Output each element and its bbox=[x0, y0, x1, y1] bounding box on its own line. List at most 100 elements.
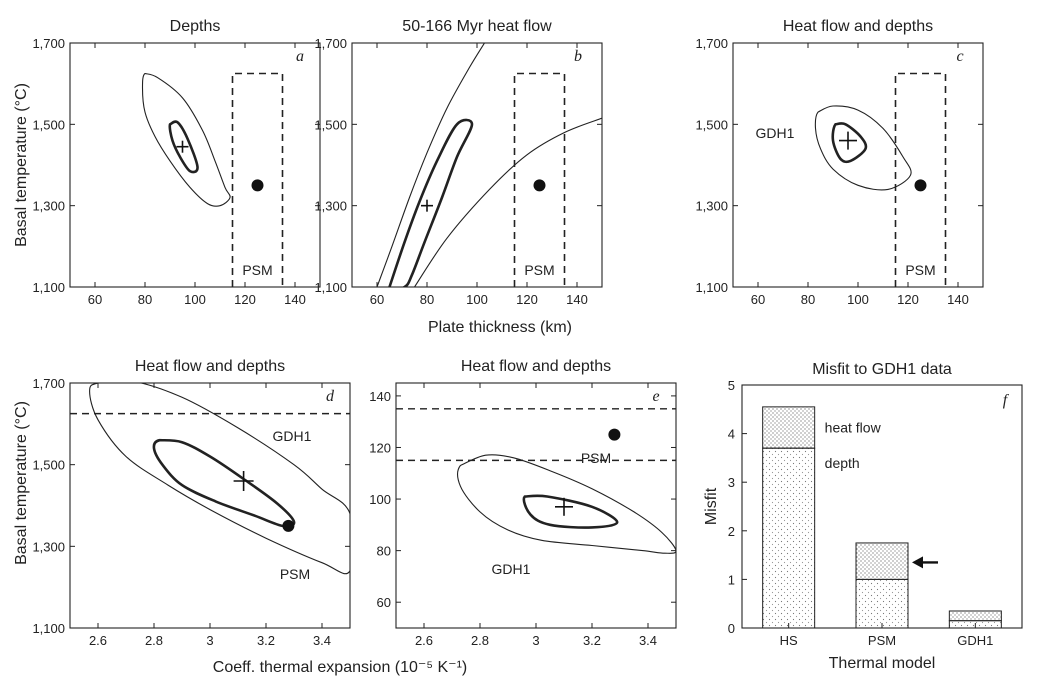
psm-label: PSM bbox=[581, 450, 611, 466]
y-tick-label: 4 bbox=[728, 427, 735, 442]
y-tick-label: 1,100 bbox=[32, 621, 65, 636]
x-tick-label: GDH1 bbox=[957, 633, 993, 648]
x-tick-label: HS bbox=[780, 633, 798, 648]
contour-outer bbox=[89, 383, 350, 575]
bar-depth-psm bbox=[855, 578, 909, 629]
panel-title: Heat flow and depths bbox=[783, 18, 933, 35]
y-tick-label: 60 bbox=[377, 595, 391, 610]
contour-outer-right bbox=[414, 117, 602, 287]
y-tick-label: 1,100 bbox=[32, 280, 65, 295]
arrow-head bbox=[912, 556, 923, 569]
y-tick-label: 3 bbox=[728, 475, 735, 490]
x-tick-label: 60 bbox=[751, 292, 765, 307]
panel-a: 60 80 100 120 140 1,100 1,300 1,500 1,700 Depths a… bbox=[32, 18, 321, 307]
xlabel-plate-thickness: Plate thickness (km) bbox=[428, 319, 572, 336]
contour-inner bbox=[168, 120, 199, 174]
gdh1-label: GDH1 bbox=[756, 125, 795, 141]
psm-point bbox=[251, 179, 264, 192]
psm-box-label: PSM bbox=[524, 262, 554, 278]
x-tick-label: 3.4 bbox=[639, 633, 657, 648]
legend-heat-flow: heat flow bbox=[825, 420, 882, 436]
gdh1-label: GDH1 bbox=[492, 561, 531, 577]
legend-depth: depth bbox=[825, 455, 860, 471]
x-tick-label: 140 bbox=[284, 292, 306, 307]
y-tick-label: 1,700 bbox=[314, 36, 347, 51]
contours bbox=[376, 43, 602, 287]
x-tick-label: 2.6 bbox=[89, 633, 107, 648]
contour-inner bbox=[831, 122, 868, 164]
x-tick-label: 120 bbox=[516, 292, 538, 307]
gdh1-label: GDH1 bbox=[273, 428, 312, 444]
y-tick-label: 140 bbox=[369, 389, 391, 404]
panel-letter: c bbox=[956, 48, 963, 65]
x-tick-label: 3.4 bbox=[313, 633, 331, 648]
plot-frame-d bbox=[69, 382, 351, 629]
panel-letter: d bbox=[326, 388, 335, 405]
panel-letter: b bbox=[574, 48, 582, 65]
psm-point bbox=[282, 519, 295, 532]
y-tick-label: 1,700 bbox=[32, 36, 65, 51]
y-tick-label: 1,700 bbox=[695, 36, 728, 51]
panel-title: Heat flow and depths bbox=[135, 358, 285, 375]
x-tick-label: 80 bbox=[420, 292, 434, 307]
ylabel-bottom: Basal temperature (°C) bbox=[13, 401, 30, 565]
x-tick-label: 120 bbox=[234, 292, 256, 307]
panel-d: 2.6 2.8 3 3.2 3.4 1,100 1,300 1,500 1,700 Heat fl… bbox=[32, 358, 351, 648]
y-tick-label: 1,300 bbox=[695, 199, 728, 214]
x-tick-label: 2.6 bbox=[415, 633, 433, 648]
psm-point bbox=[533, 179, 546, 192]
bar-depth-hs bbox=[762, 447, 816, 629]
y-axis-label: Misfit bbox=[703, 487, 720, 525]
y-tick-label: 2 bbox=[728, 524, 735, 539]
psm-point bbox=[608, 428, 621, 441]
x-tick-label: 2.8 bbox=[471, 633, 489, 648]
ylabel-top: Basal temperature (°C) bbox=[13, 83, 30, 247]
x-tick-label: 2.8 bbox=[145, 633, 163, 648]
x-tick-label: 100 bbox=[847, 292, 869, 307]
contours bbox=[141, 72, 231, 207]
x-tick-label: PSM bbox=[868, 633, 896, 648]
y-tick-label: 0 bbox=[728, 621, 735, 636]
x-tick-label: 80 bbox=[801, 292, 815, 307]
x-tick-label: 3 bbox=[532, 633, 539, 648]
x-tick-label: 3.2 bbox=[583, 633, 601, 648]
panel-c: 60 80 100 120 140 1,100 1,300 1,500 1,700 Heat fl… bbox=[695, 18, 984, 307]
x-tick-label: 100 bbox=[466, 292, 488, 307]
y-tick-label: 1,300 bbox=[32, 539, 65, 554]
panel-f: 0 1 2 3 4 5 Misfit to GDH1 data f Misfit Thermal … bbox=[703, 361, 1023, 672]
contours bbox=[457, 454, 676, 554]
psm-box-label: PSM bbox=[242, 262, 272, 278]
panel-title: 50-166 Myr heat flow bbox=[402, 18, 552, 35]
y-tick-label: 1,300 bbox=[314, 199, 347, 214]
x-tick-label: 120 bbox=[897, 292, 919, 307]
y-tick-label: 1,300 bbox=[32, 199, 65, 214]
x-tick-label: 60 bbox=[370, 292, 384, 307]
y-tick-label: 1,700 bbox=[32, 376, 65, 391]
y-tick-label: 1,500 bbox=[32, 117, 65, 132]
contours bbox=[89, 383, 350, 575]
psm-point bbox=[914, 179, 927, 192]
contour-inner bbox=[152, 438, 296, 528]
contour-outer bbox=[457, 454, 676, 554]
panel-letter: a bbox=[296, 48, 304, 65]
y-tick-label: 1,100 bbox=[695, 280, 728, 295]
y-tick-label: 1,500 bbox=[314, 117, 347, 132]
y-tick-label: 5 bbox=[728, 378, 735, 393]
panel-title: Heat flow and depths bbox=[461, 358, 611, 375]
bar-heat-flow-hs bbox=[762, 406, 816, 449]
contour-outer bbox=[141, 72, 231, 207]
y-tick-label: 1 bbox=[728, 572, 735, 587]
x-tick-label: 100 bbox=[184, 292, 206, 307]
y-tick-label: 100 bbox=[369, 492, 391, 507]
y-tick-label: 1,500 bbox=[32, 458, 65, 473]
x-tick-label: 60 bbox=[88, 292, 102, 307]
contour-outer-left bbox=[376, 43, 485, 287]
contour-outer bbox=[814, 105, 912, 191]
y-tick-label: 1,500 bbox=[695, 117, 728, 132]
psm-label: PSM bbox=[280, 566, 310, 582]
y-tick-label: 80 bbox=[377, 544, 391, 559]
contour-inner bbox=[522, 494, 619, 529]
x-tick-label: 3 bbox=[206, 633, 213, 648]
plot-frame-e bbox=[395, 382, 677, 629]
psm-box-label: PSM bbox=[905, 262, 935, 278]
